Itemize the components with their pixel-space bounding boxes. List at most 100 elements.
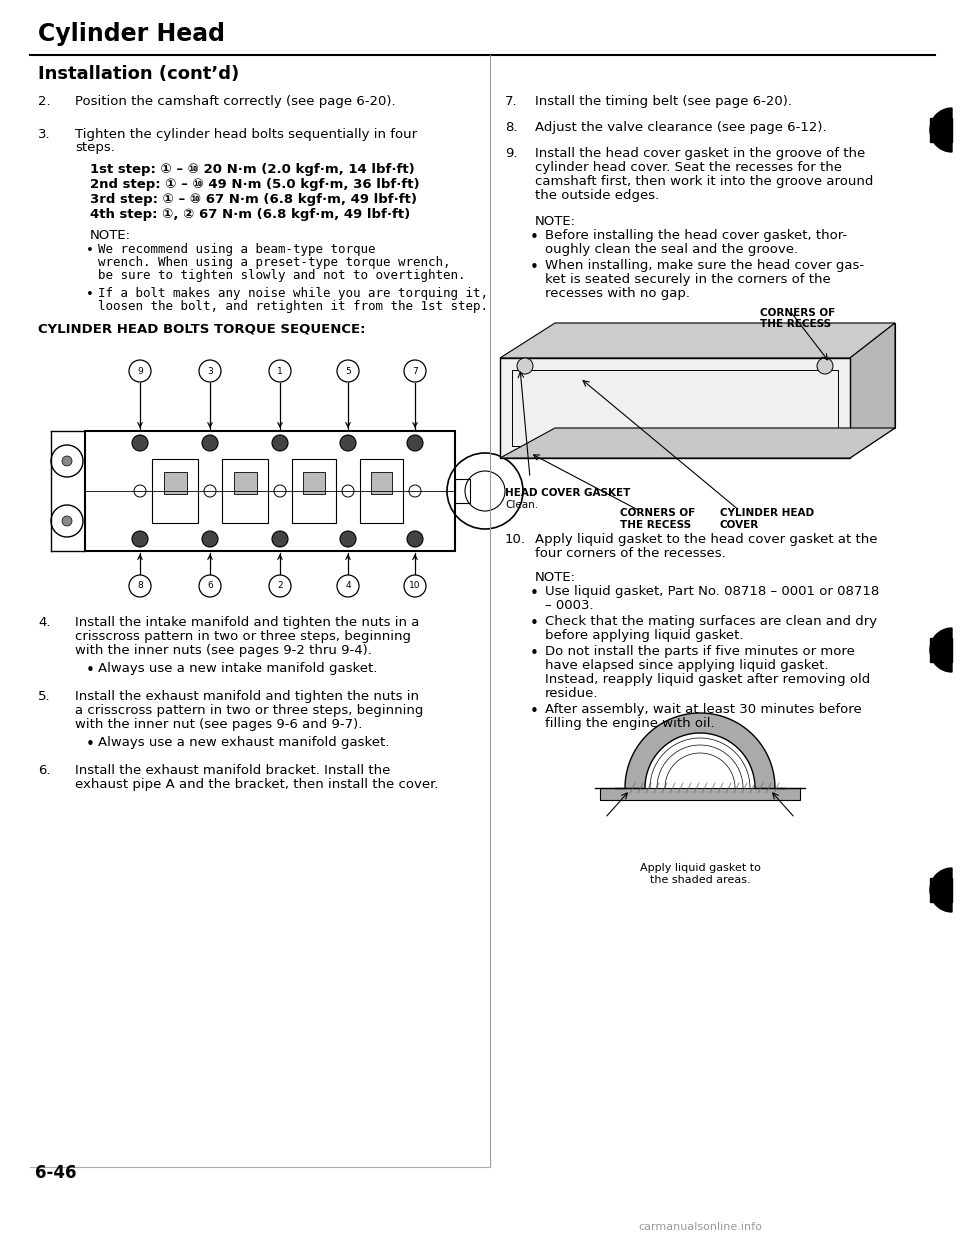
Text: Always use a new intake manifold gasket.: Always use a new intake manifold gasket. (98, 662, 377, 674)
Text: 5: 5 (346, 366, 350, 375)
Text: be sure to tighten slowly and not to overtighten.: be sure to tighten slowly and not to ove… (98, 270, 466, 282)
Text: Adjust the valve clearance (see page 6-12).: Adjust the valve clearance (see page 6-1… (535, 120, 827, 134)
Text: HEAD COVER GASKET: HEAD COVER GASKET (505, 488, 631, 498)
Bar (371, 472, 393, 494)
Text: •: • (86, 288, 94, 301)
Text: 2.: 2. (38, 94, 51, 108)
Text: camshaft first, then work it into the groove around: camshaft first, then work it into the gr… (535, 175, 874, 188)
Bar (233, 472, 256, 494)
Text: Install the timing belt (see page 6-20).: Install the timing belt (see page 6-20). (535, 94, 792, 108)
Text: THE RECESS: THE RECESS (760, 319, 831, 329)
Text: After assembly, wait at least 30 minutes before: After assembly, wait at least 30 minutes… (545, 703, 862, 715)
Circle shape (62, 515, 72, 527)
Text: NOTE:: NOTE: (90, 229, 131, 242)
Bar (303, 472, 325, 494)
Text: with the inner nut (see pages 9-6 and 9-7).: with the inner nut (see pages 9-6 and 9-… (75, 718, 362, 732)
Text: Instead, reapply liquid gasket after removing old: Instead, reapply liquid gasket after rem… (545, 673, 871, 686)
Text: 9.: 9. (505, 147, 517, 160)
Bar (222, 460, 268, 523)
Wedge shape (930, 628, 952, 672)
Text: 10.: 10. (505, 533, 526, 546)
Text: •: • (530, 646, 539, 661)
Circle shape (407, 532, 423, 546)
Text: the shaded areas.: the shaded areas. (650, 876, 751, 886)
Text: 4.: 4. (38, 616, 51, 628)
Text: loosen the bolt, and retighten it from the 1st step.: loosen the bolt, and retighten it from t… (98, 301, 488, 313)
Text: Always use a new exhaust manifold gasket.: Always use a new exhaust manifold gasket… (98, 737, 390, 749)
Text: When installing, make sure the head cover gas-: When installing, make sure the head cove… (545, 260, 864, 272)
Circle shape (62, 456, 72, 466)
Text: Check that the mating surfaces are clean and dry: Check that the mating surfaces are clean… (545, 615, 877, 628)
Text: before applying liquid gasket.: before applying liquid gasket. (545, 628, 743, 642)
Text: 1st step: ① – ⑩ 20 N·m (2.0 kgf·m, 14 lbf·ft): 1st step: ① – ⑩ 20 N·m (2.0 kgf·m, 14 lb… (90, 163, 415, 176)
Text: 3rd step: ① – ⑩ 67 N·m (6.8 kgf·m, 49 lbf·ft): 3rd step: ① – ⑩ 67 N·m (6.8 kgf·m, 49 lb… (90, 193, 417, 206)
Wedge shape (930, 868, 952, 912)
Text: 1: 1 (277, 366, 283, 375)
Text: 2: 2 (277, 581, 283, 590)
Bar (930, 878, 952, 902)
Text: Install the exhaust manifold bracket. Install the: Install the exhaust manifold bracket. In… (75, 764, 391, 777)
Text: Cylinder Head: Cylinder Head (38, 22, 225, 46)
Text: Install the head cover gasket in the groove of the: Install the head cover gasket in the gro… (535, 147, 865, 160)
Text: •: • (86, 663, 95, 678)
Text: exhaust pipe A and the bracket, then install the cover.: exhaust pipe A and the bracket, then ins… (75, 777, 439, 791)
Polygon shape (500, 428, 895, 458)
Text: cylinder head cover. Seat the recesses for the: cylinder head cover. Seat the recesses f… (535, 161, 842, 174)
Circle shape (132, 435, 148, 451)
Text: 10: 10 (409, 581, 420, 590)
Text: a crisscross pattern in two or three steps, beginning: a crisscross pattern in two or three ste… (75, 704, 423, 717)
Text: CYLINDER HEAD: CYLINDER HEAD (720, 508, 814, 518)
Bar (512, 370, 838, 446)
Circle shape (517, 358, 533, 374)
Text: •: • (530, 704, 539, 719)
Text: 5.: 5. (38, 691, 51, 703)
Polygon shape (500, 323, 895, 358)
Text: Clean.: Clean. (505, 501, 539, 510)
Text: filling the engine with oil.: filling the engine with oil. (545, 717, 714, 730)
Text: have elapsed since applying liquid gasket.: have elapsed since applying liquid gaske… (545, 660, 828, 672)
Circle shape (817, 358, 833, 374)
Text: steps.: steps. (75, 142, 115, 154)
Bar (292, 460, 336, 523)
Text: •: • (530, 616, 539, 631)
Circle shape (272, 532, 288, 546)
Circle shape (272, 435, 288, 451)
Text: COVER: COVER (720, 520, 759, 530)
Text: Install the exhaust manifold and tighten the nuts in: Install the exhaust manifold and tighten… (75, 691, 419, 703)
Bar (930, 118, 952, 142)
Circle shape (407, 435, 423, 451)
Text: •: • (530, 260, 539, 274)
Text: Apply liquid gasket to: Apply liquid gasket to (639, 863, 760, 873)
Bar (455, 479, 470, 503)
Text: ket is seated securely in the corners of the: ket is seated securely in the corners of… (545, 273, 830, 286)
Bar (85, 431, 455, 551)
Circle shape (202, 435, 218, 451)
Text: Before installing the head cover gasket, thor-: Before installing the head cover gasket,… (545, 229, 847, 242)
Text: If a bolt makes any noise while you are torquing it,: If a bolt makes any noise while you are … (98, 287, 488, 301)
Text: Apply liquid gasket to the head cover gasket at the: Apply liquid gasket to the head cover ga… (535, 533, 877, 546)
Text: 6: 6 (207, 581, 213, 590)
Bar (152, 460, 198, 523)
Text: 6-46: 6-46 (35, 1164, 77, 1182)
Bar (163, 472, 186, 494)
Circle shape (340, 435, 356, 451)
Polygon shape (850, 323, 895, 458)
Text: four corners of the recesses.: four corners of the recesses. (535, 546, 726, 560)
Text: wrench. When using a preset-type torque wrench,: wrench. When using a preset-type torque … (98, 256, 450, 270)
Text: 9: 9 (137, 366, 143, 375)
Text: Tighten the cylinder head bolts sequentially in four: Tighten the cylinder head bolts sequenti… (75, 128, 418, 142)
Text: •: • (530, 230, 539, 245)
Text: CORNERS OF: CORNERS OF (760, 308, 835, 318)
Text: Position the camshaft correctly (see page 6-20).: Position the camshaft correctly (see pag… (75, 94, 396, 108)
Text: CORNERS OF: CORNERS OF (620, 508, 695, 518)
Text: 3: 3 (207, 366, 213, 375)
Bar (930, 638, 952, 662)
Bar (600, 787, 800, 800)
Text: Installation (cont’d): Installation (cont’d) (38, 65, 239, 83)
Polygon shape (500, 358, 850, 458)
Circle shape (132, 532, 148, 546)
Wedge shape (930, 108, 952, 152)
Text: crisscross pattern in two or three steps, beginning: crisscross pattern in two or three steps… (75, 630, 411, 643)
Text: recesses with no gap.: recesses with no gap. (545, 287, 690, 301)
Text: the outside edges.: the outside edges. (535, 189, 660, 202)
